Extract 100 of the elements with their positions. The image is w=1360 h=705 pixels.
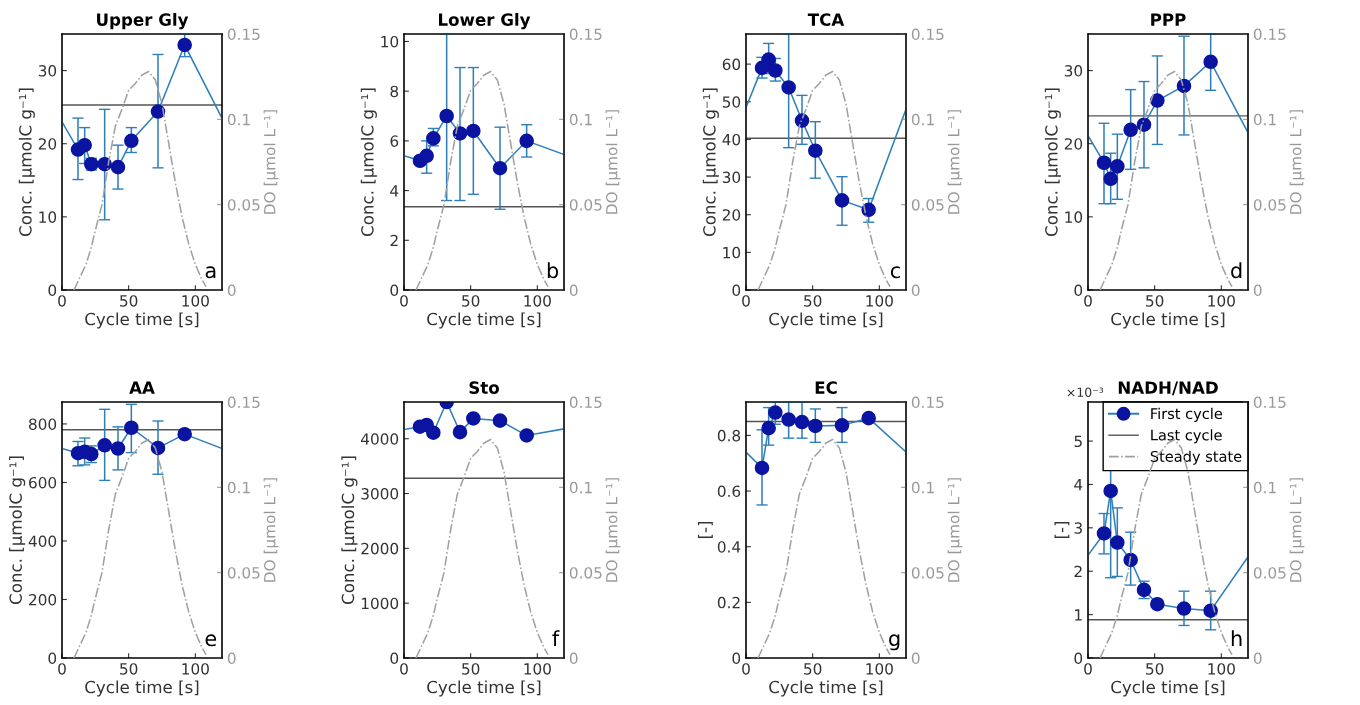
x-tick-label: 0 [58,295,66,307]
y-axis-title: Conc. [µmolC g⁻¹] [18,88,35,236]
y-tick-label: 10 [1065,211,1083,223]
x-tick-label: 50 [120,295,138,307]
y2-tick-label: 0.15 [569,28,602,41]
y-tick-label: 0 [1074,284,1083,297]
y2-axis-title: DO [µmol L⁻¹] [1289,478,1305,582]
x-tick-label: 100 [182,663,209,675]
y2-tick-label: 0.05 [1253,199,1286,211]
y-tick-label: 10 [723,246,741,259]
y2-tick-label: 0.1 [227,113,250,126]
y2-tick-label: 0.1 [911,113,934,126]
annotation: h [1231,630,1242,646]
annotation: g [889,634,900,651]
y-tick-label: 30 [722,171,741,184]
y2-tick-label: 0 [227,284,236,297]
x-tick-label: 0 [400,295,408,307]
y-tick-label: 0.4 [717,541,741,553]
y2-tick-label: 0.1 [911,481,934,494]
chart-title: TCA [807,13,845,26]
y2-axis-title: DO [µmol L⁻¹] [263,478,279,582]
y2-tick-label: 0 [1253,652,1262,665]
chart-title: Sto [469,381,499,394]
y-tick-label: 3000 [361,488,399,500]
annotation: f [552,630,560,646]
x-axis-title: Cycle time [s] [85,312,199,329]
y-tick-label: 50 [722,96,741,108]
y-tick-label: 40 [722,133,741,146]
y-tick-label: 0 [48,652,57,665]
y2-tick-label: 0 [569,652,578,665]
x-tick-label: 100 [1208,663,1235,675]
y2-axis-title: DO [µmol L⁻¹] [605,110,621,214]
x-axis-title: Cycle time [s] [769,680,883,697]
y2-tick-label: 0.1 [1253,481,1276,494]
y-tick-label: 2 [390,234,398,247]
legend-label: Last cycle [1151,429,1222,444]
x-axis-title: Cycle time [s] [1111,680,1225,697]
x-tick-label: 50 [1146,295,1164,307]
y-tick-label: 1 [1075,609,1082,621]
y-tick-label: 0 [732,652,741,665]
y-axis-title: [-] [697,521,713,539]
y-tick-label: 2000 [361,542,399,555]
y-tick-label: 0.6 [717,485,741,498]
y2-tick-label: 0 [569,284,578,297]
y2-tick-label: 0.1 [227,481,250,494]
y-tick-label: 800 [29,418,57,430]
y-tick-label: 0.8 [717,429,741,442]
y2-tick-label: 0.15 [227,396,260,409]
y2-tick-label: 0.1 [569,113,592,126]
y-tick-label: 0 [390,284,399,297]
y2-tick-label: 0.15 [911,28,944,41]
x-tick-label: 100 [524,295,551,307]
x-axis-title: Cycle time [s] [1111,312,1225,329]
text: ×10⁻³ [1067,387,1104,398]
chart-title: PPP [1151,13,1186,26]
y-tick-label: 20 [1064,138,1083,150]
x-tick-label: 100 [524,663,551,675]
y-tick-label: 4 [1074,479,1083,491]
y-tick-label: 10 [39,211,57,223]
x-tick-label: 0 [1084,295,1092,307]
y2-tick-label: 0 [227,652,236,665]
y2-tick-label: 0.05 [911,199,944,211]
y-tick-label: 20 [38,138,57,150]
y-tick-label: 6 [390,135,399,147]
x-tick-label: 0 [1084,663,1092,675]
y2-tick-label: 0 [911,284,920,297]
y-tick-label: 30 [38,65,57,77]
annotation: b [547,262,559,279]
y-axis-title: Conc. [µmolC g⁻¹] [9,456,26,604]
x-tick-label: 50 [804,295,822,307]
y-tick-label: 0 [390,652,399,665]
y2-tick-label: 0.05 [1253,567,1286,579]
x-tick-label: 100 [182,295,209,307]
y-axis-title: Conc. [µmolC g⁻¹] [702,88,719,236]
y2-axis-title: DO [µmol L⁻¹] [263,110,279,214]
x-tick-label: 50 [1146,663,1164,675]
y2-tick-label: 0.1 [569,481,592,494]
x-tick-label: 0 [742,295,750,307]
x-tick-label: 100 [866,663,893,675]
y2-tick-label: 0.15 [227,28,260,41]
x-tick-label: 50 [804,663,822,675]
y-axis-title: [-] [1054,521,1070,539]
chart-title: NADH/NAD [1118,381,1218,396]
chart-title: Upper Gly [97,13,189,30]
x-tick-label: 0 [400,663,408,675]
x-tick-label: 100 [866,295,893,307]
y-tick-label: 20 [722,209,741,221]
y-axis-title: Conc. [µmolC g⁻¹] [1044,88,1061,236]
y2-tick-label: 0.05 [227,567,260,579]
y-tick-label: 30 [1064,65,1083,77]
y-tick-label: 4000 [361,433,399,445]
chart-title: EC [815,381,837,394]
x-tick-label: 100 [1208,295,1235,307]
y2-axis-title: DO [µmol L⁻¹] [1289,110,1305,214]
x-tick-label: 0 [742,663,750,675]
chart-title: Lower Gly [439,13,531,30]
y-tick-label: 60 [722,58,741,71]
y-tick-label: 1000 [361,597,399,610]
x-axis-title: Cycle time [s] [427,312,541,329]
x-tick-label: 50 [120,663,138,675]
